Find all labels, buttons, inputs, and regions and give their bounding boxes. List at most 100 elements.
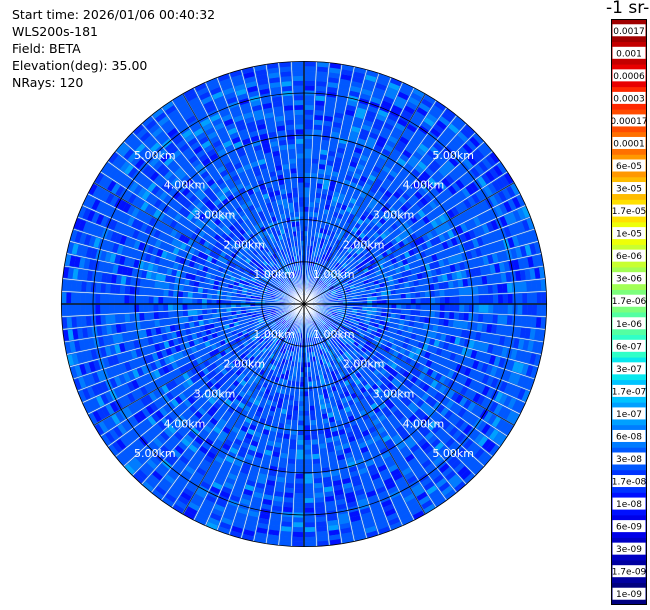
range-gate xyxy=(384,266,391,273)
range-gate xyxy=(129,313,135,322)
ray xyxy=(307,73,390,295)
range-gate xyxy=(478,304,484,313)
range-gate xyxy=(495,178,506,190)
range-gate xyxy=(419,316,425,323)
range-gate xyxy=(441,274,448,282)
range-gate xyxy=(318,212,323,219)
range-gate xyxy=(304,177,311,183)
range-gate xyxy=(386,86,398,96)
range-gate xyxy=(414,191,423,200)
range-gate xyxy=(445,199,455,209)
range-gate xyxy=(297,435,304,441)
range-gate xyxy=(362,83,374,92)
range-gate xyxy=(425,304,431,311)
range-gate xyxy=(308,386,313,392)
range-gate xyxy=(290,434,297,440)
range-gate xyxy=(398,216,406,225)
range-gate xyxy=(521,233,529,244)
range-gate xyxy=(391,104,403,114)
range-gate xyxy=(466,140,477,151)
range-gate xyxy=(336,292,342,295)
range-gate xyxy=(182,291,188,298)
range-gate xyxy=(451,119,463,131)
range-gate xyxy=(386,241,394,248)
range-gate xyxy=(390,77,402,87)
range-gate xyxy=(323,266,328,272)
range-gate xyxy=(515,270,522,281)
range-gate xyxy=(110,314,116,324)
range-gate xyxy=(371,149,381,157)
range-gate xyxy=(334,262,340,268)
range-gate xyxy=(389,153,399,162)
range-gate xyxy=(193,321,200,327)
range-gate xyxy=(475,191,485,202)
range-gate xyxy=(304,100,314,106)
range-gate xyxy=(372,165,382,174)
range-gate xyxy=(346,234,353,241)
range-gate xyxy=(304,488,314,494)
range-gate xyxy=(410,92,422,102)
range-gate xyxy=(320,238,325,244)
range-gate xyxy=(456,329,463,337)
range-gate xyxy=(304,502,314,508)
range-gate xyxy=(390,194,398,203)
range-gate xyxy=(439,304,445,311)
range-gate xyxy=(434,226,443,236)
range-gate xyxy=(304,260,307,265)
range-gate xyxy=(321,462,330,469)
range-gate xyxy=(367,278,374,283)
range-gate xyxy=(398,278,404,284)
range-gate xyxy=(314,290,319,294)
range-gate xyxy=(447,185,457,195)
range-gate xyxy=(482,285,489,294)
range-gate xyxy=(438,234,446,243)
range-gate xyxy=(540,279,547,291)
range-gate xyxy=(279,418,286,424)
range-gate xyxy=(406,227,414,235)
range-gate xyxy=(423,194,432,203)
range-gate xyxy=(304,206,309,212)
range-gate xyxy=(430,210,438,219)
range-gate xyxy=(415,129,426,139)
range-gate xyxy=(375,161,384,170)
range-gate xyxy=(376,243,383,250)
range-gate xyxy=(399,319,405,325)
range-gate xyxy=(393,178,402,187)
range-gate xyxy=(314,283,319,288)
range-gate xyxy=(341,290,347,294)
range-gate xyxy=(369,153,379,161)
range-gate xyxy=(410,137,421,147)
range-gate xyxy=(385,210,393,218)
range-gate xyxy=(371,311,377,316)
range-gate xyxy=(411,181,421,191)
range-gate xyxy=(325,199,332,206)
range-gate xyxy=(325,273,330,279)
range-gate xyxy=(381,300,387,304)
range-gate xyxy=(372,304,377,308)
range-gate xyxy=(370,96,382,105)
range-gate xyxy=(314,289,318,294)
range-gate xyxy=(305,531,316,537)
range-gate xyxy=(304,250,307,256)
range-gate xyxy=(231,296,237,301)
range-gate xyxy=(370,186,378,194)
range-gate xyxy=(129,304,135,313)
range-gate xyxy=(393,100,405,109)
range-gate xyxy=(323,120,333,127)
range-gate xyxy=(318,433,325,440)
range-gate xyxy=(115,285,121,294)
range-gate xyxy=(314,119,323,126)
range-gate xyxy=(473,313,479,322)
range-gate xyxy=(442,231,451,241)
range-gate xyxy=(388,135,398,144)
range-gate xyxy=(314,110,324,116)
range-gate xyxy=(417,236,425,244)
ray xyxy=(312,172,514,299)
range-gate xyxy=(315,231,319,238)
range-gate xyxy=(71,280,77,292)
range-gate xyxy=(463,313,469,321)
range-gate xyxy=(304,187,310,193)
range-gate xyxy=(418,143,429,153)
range-gate xyxy=(424,167,434,177)
range-gate xyxy=(376,274,383,280)
